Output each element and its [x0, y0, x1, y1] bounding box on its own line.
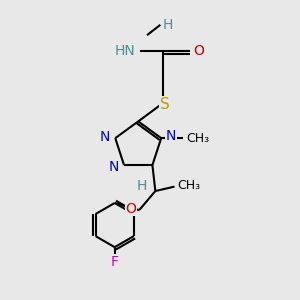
Text: F: F [111, 255, 119, 269]
Text: O: O [125, 202, 136, 216]
Text: S: S [160, 97, 169, 112]
Text: CH₃: CH₃ [177, 178, 200, 192]
Text: HN: HN [115, 44, 135, 58]
Text: CH₃: CH₃ [186, 132, 209, 145]
Text: H: H [136, 179, 146, 193]
Text: N: N [108, 160, 119, 174]
Text: H: H [163, 18, 173, 32]
Text: O: O [193, 44, 204, 58]
Text: N: N [100, 130, 110, 144]
Text: N: N [166, 129, 176, 143]
